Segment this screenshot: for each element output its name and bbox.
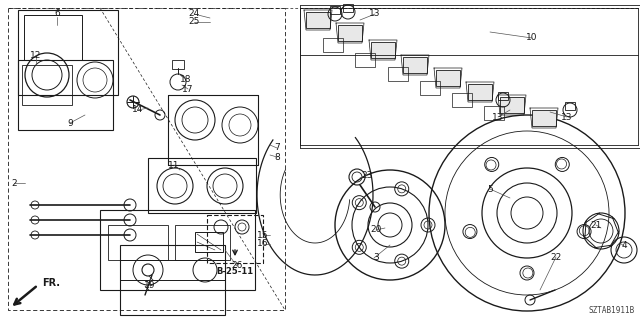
Bar xyxy=(120,245,225,315)
Bar xyxy=(18,10,118,95)
Text: 7: 7 xyxy=(274,143,280,153)
Bar xyxy=(22,65,72,105)
Bar xyxy=(172,60,184,69)
Text: 3: 3 xyxy=(373,253,379,262)
Text: 20: 20 xyxy=(371,226,381,235)
Text: B-25-11: B-25-11 xyxy=(216,267,253,276)
Bar xyxy=(355,53,375,67)
Text: 10: 10 xyxy=(526,34,538,43)
Bar xyxy=(484,106,504,120)
Bar xyxy=(468,84,492,100)
Text: 4: 4 xyxy=(621,242,627,251)
Text: 13: 13 xyxy=(492,113,504,122)
Bar xyxy=(207,215,263,263)
Text: 13: 13 xyxy=(561,113,573,122)
Text: 24: 24 xyxy=(188,10,200,19)
Text: 6: 6 xyxy=(54,10,60,19)
Bar xyxy=(148,158,256,213)
Bar xyxy=(24,15,82,60)
Text: FR.: FR. xyxy=(42,278,60,288)
Bar xyxy=(330,6,340,14)
Bar xyxy=(343,4,353,12)
Text: 9: 9 xyxy=(67,118,73,127)
Text: 16: 16 xyxy=(257,239,269,249)
Bar xyxy=(338,25,362,41)
Bar xyxy=(195,232,223,252)
Text: 23: 23 xyxy=(362,171,372,180)
Text: 13: 13 xyxy=(369,10,381,19)
Text: 5: 5 xyxy=(487,185,493,194)
Text: 17: 17 xyxy=(182,84,194,93)
Text: 11: 11 xyxy=(168,161,180,170)
Bar xyxy=(323,38,343,52)
Bar xyxy=(371,42,395,58)
Bar xyxy=(498,92,508,100)
Bar xyxy=(306,12,330,28)
Bar xyxy=(436,70,460,86)
Text: 15: 15 xyxy=(257,230,269,239)
Bar xyxy=(500,97,524,113)
Text: 25: 25 xyxy=(188,18,200,27)
Text: 2: 2 xyxy=(11,179,17,188)
Bar xyxy=(420,81,440,95)
Bar xyxy=(388,67,408,81)
Bar xyxy=(532,110,556,126)
Bar xyxy=(100,210,255,290)
Text: 22: 22 xyxy=(550,252,562,261)
Bar xyxy=(403,57,427,73)
Text: 26: 26 xyxy=(231,261,243,270)
Bar xyxy=(175,225,230,260)
Bar xyxy=(108,225,168,260)
Bar xyxy=(18,60,113,130)
Bar xyxy=(452,93,472,107)
Text: 12: 12 xyxy=(30,51,42,60)
Bar xyxy=(565,102,575,110)
Bar xyxy=(168,95,258,165)
Text: 8: 8 xyxy=(274,153,280,162)
Text: 14: 14 xyxy=(132,106,144,115)
Text: 18: 18 xyxy=(180,75,192,84)
Text: 19: 19 xyxy=(144,282,156,291)
Text: 21: 21 xyxy=(590,220,602,229)
Text: SZTAB1911B: SZTAB1911B xyxy=(589,306,635,315)
